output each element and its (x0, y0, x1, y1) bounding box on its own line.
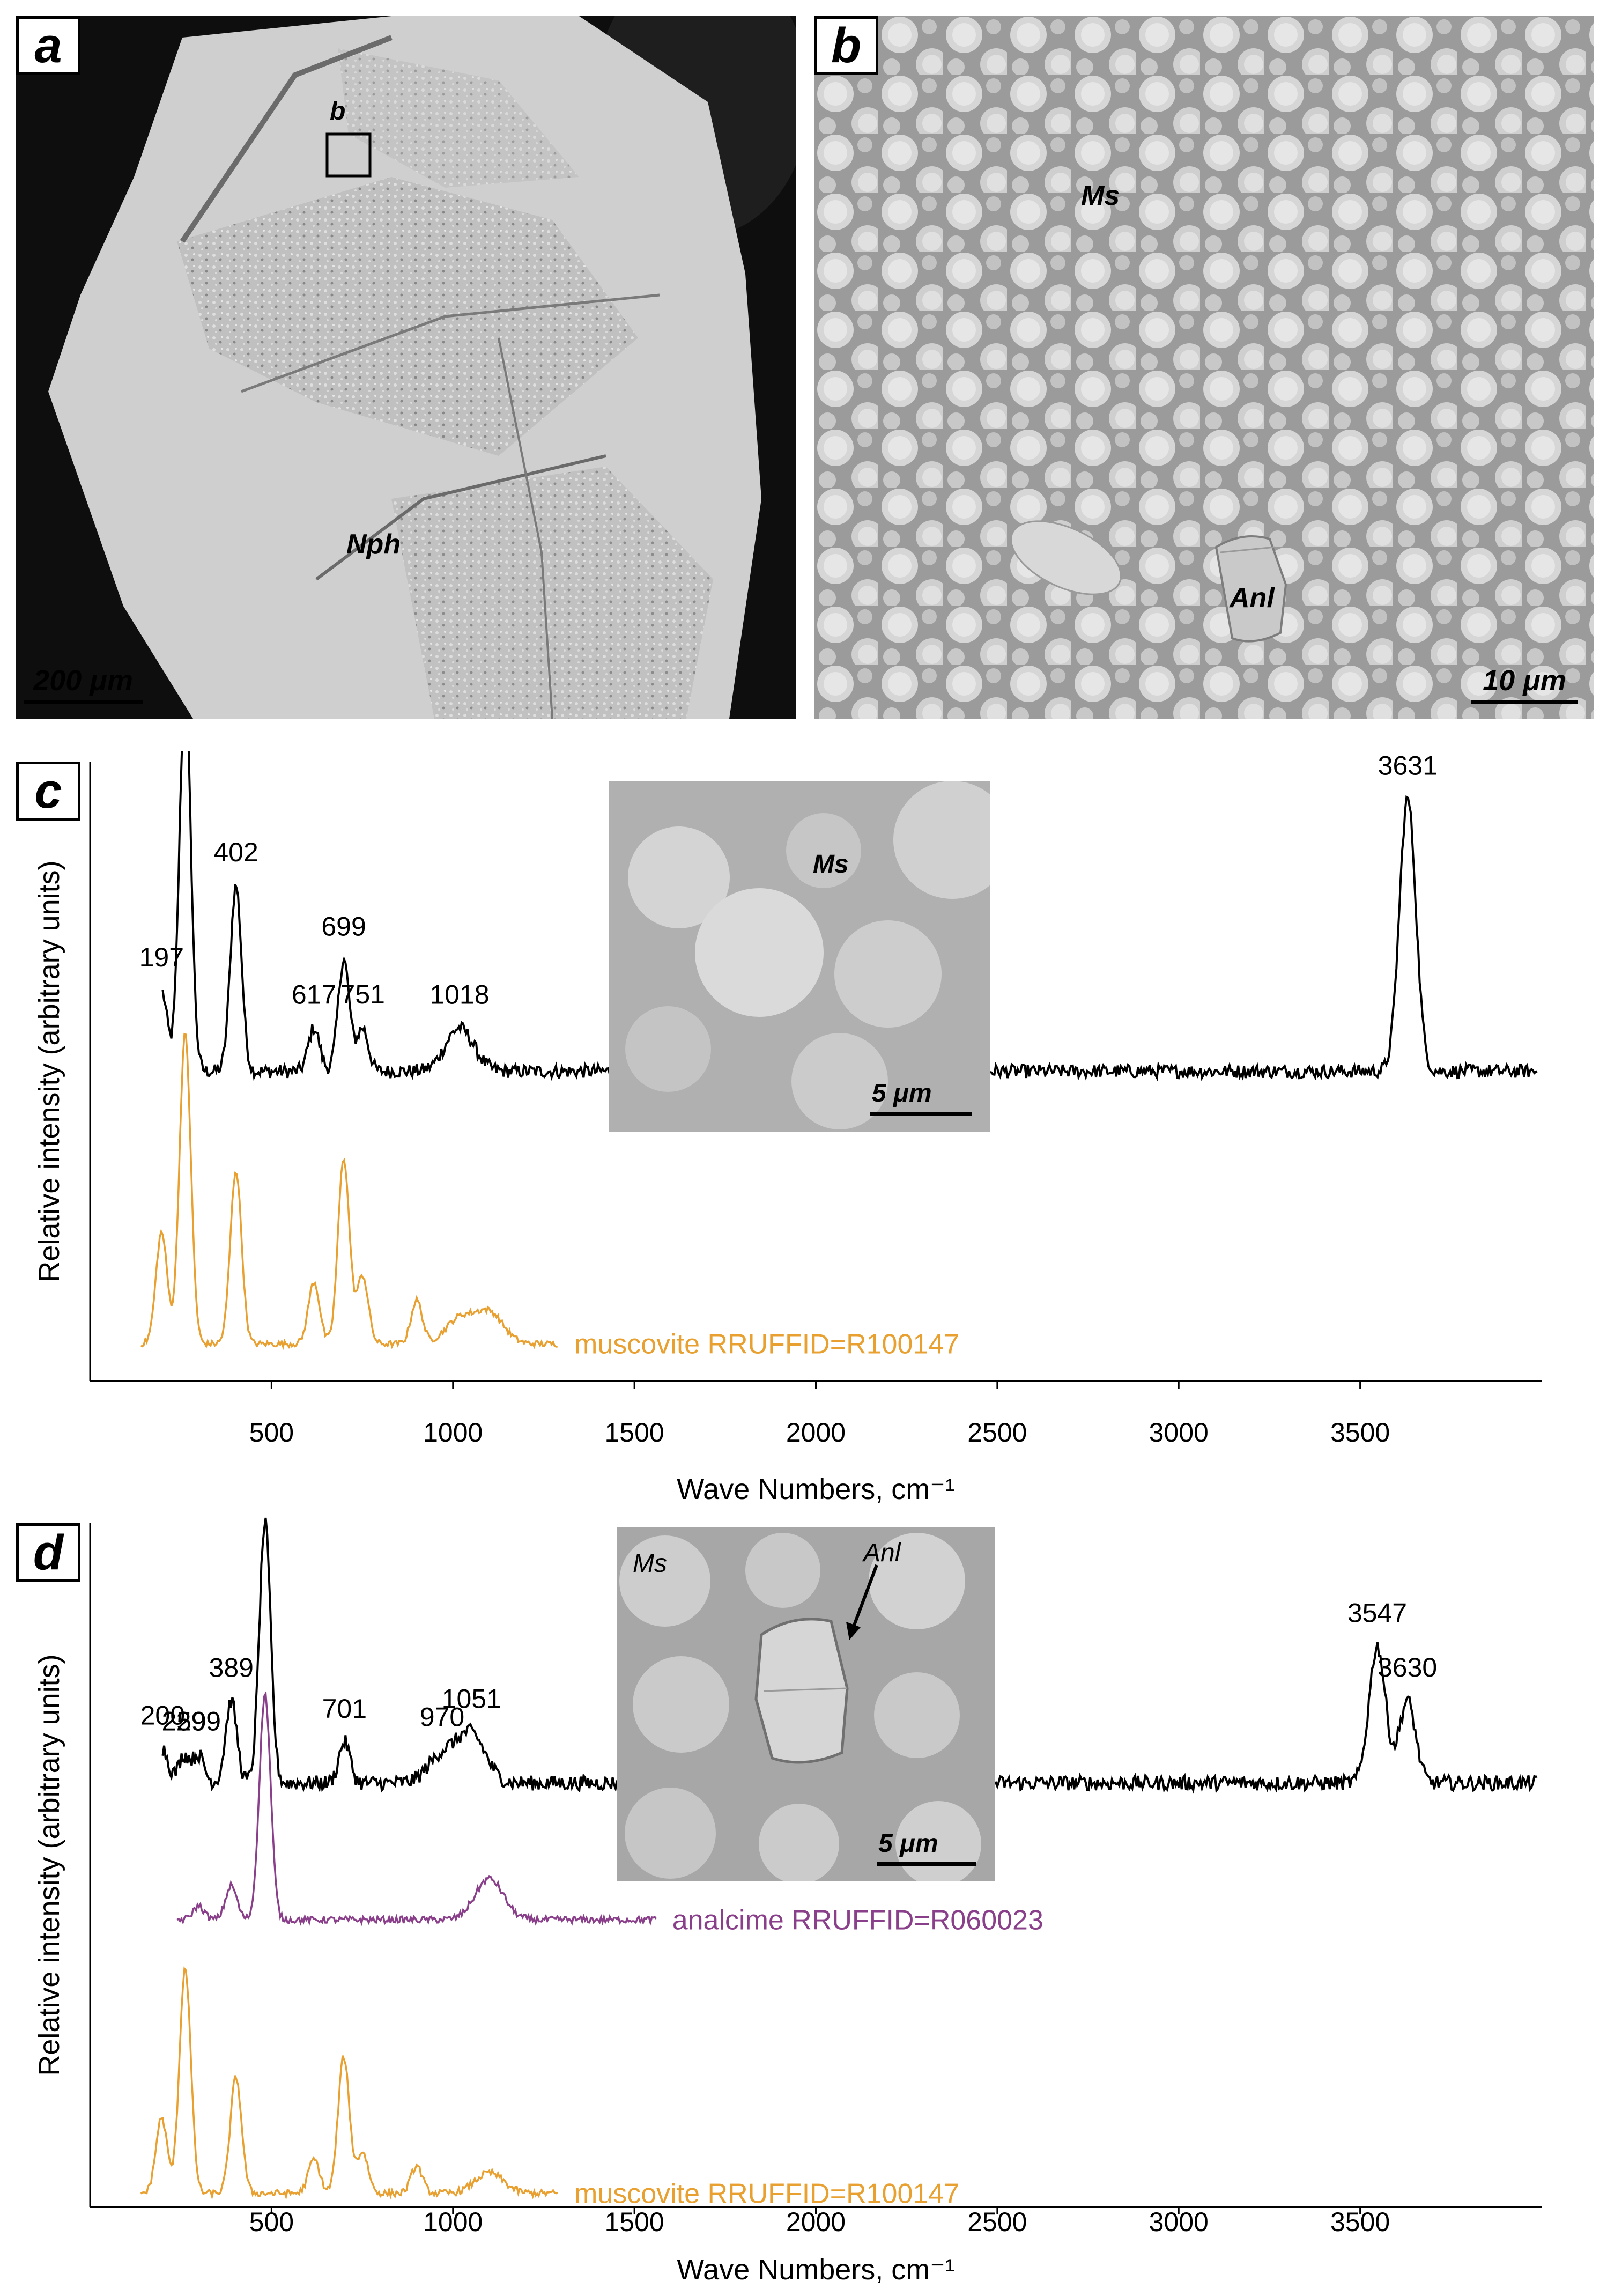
peak-label: 970 (420, 1702, 464, 1732)
label-ms-c: Ms (813, 850, 849, 878)
peak-label: 1018 (429, 980, 489, 1010)
peak-label: 197 (139, 942, 184, 972)
peak-label: 3631 (1378, 751, 1438, 780)
scale-text-b: 10 μm (1483, 665, 1566, 697)
raman-spectrum-c: 500 1000 1500 2000 2500 3000 3500 Wave Numbers,… (33, 751, 1542, 1505)
panel-letter-c: c (16, 762, 80, 821)
peak-label: 3630 (1378, 1652, 1437, 1682)
peak-label: 617 (292, 980, 336, 1010)
reference-spectrum-line (140, 1032, 558, 1350)
x-tick-label: 2500 (967, 1418, 1027, 1448)
x-tick-label: 3000 (1149, 1418, 1209, 1448)
peak-label: 389 (209, 1653, 254, 1683)
sem-image-b: b Ms Anl 10 μm (814, 16, 1594, 719)
x-tick-label: 1000 (423, 1418, 483, 1448)
peak-label: 1051 (442, 1684, 501, 1714)
scale-bar-b (1471, 700, 1578, 704)
x-tick-label: 500 (249, 1418, 294, 1448)
x-tick-label: 2500 (967, 2207, 1027, 2237)
x-tick-label: 500 (249, 2207, 294, 2237)
x-tick-label: 3500 (1330, 2207, 1390, 2237)
sem-image-a: a b Nph 200 μm (16, 16, 796, 719)
label-anl-d: Anl (863, 1539, 901, 1567)
peak-label: 699 (321, 911, 366, 941)
reference-series-name: analcime RRUFFID=R060023 (672, 1905, 1043, 1936)
label-ms-b: Ms (1081, 180, 1120, 211)
peak-label: 3547 (1347, 1598, 1407, 1628)
sem-inset-c: Ms 5 μm (609, 781, 990, 1132)
x-tick-label: 3000 (1149, 2207, 1209, 2237)
y-axis-label: Relative intensity (arbitrary units) (33, 1654, 65, 2076)
x-tick-label: 1500 (605, 1418, 664, 1448)
analcime-crystal (1214, 535, 1287, 643)
sem-photo-b (814, 16, 1594, 719)
panel-letter-d: d (16, 1523, 80, 1582)
peak-label: 200 (140, 1701, 185, 1731)
label-nph: Nph (346, 529, 401, 560)
x-tick-label: 1000 (423, 2207, 483, 2237)
scale-text-a: 200 μm (33, 665, 133, 697)
reference-series-name: muscovite RRUFFID=R100147 (574, 1329, 959, 1360)
inset-scale-text-c: 5 μm (872, 1079, 932, 1108)
x-axis-label: Wave Numbers, cm⁻¹ (677, 1473, 955, 1505)
peak-label: 402 (213, 837, 258, 867)
inset-box-b (325, 132, 372, 178)
peak-label: 259 (162, 1707, 206, 1737)
label-ms-d: Ms (633, 1549, 667, 1578)
reference-spectrum-line (176, 1690, 657, 1926)
panel-letter-b: b (814, 16, 878, 75)
x-tick-label: 1500 (605, 2207, 664, 2237)
inset-scale-text-d: 5 μm (878, 1829, 938, 1858)
sem-photo-a (16, 16, 796, 719)
reference-series-name: muscovite RRUFFID=R100147 (574, 2178, 959, 2209)
sem-inset-d: Ms Anl 5 μm (617, 1527, 995, 1881)
inset-scale-bar-d (877, 1862, 976, 1866)
label-anl-b: Anl (1230, 582, 1275, 614)
x-tick-label: 2000 (786, 2207, 846, 2237)
x-tick-label: 2000 (786, 1418, 846, 1448)
peak-label: 299 (176, 1707, 221, 1737)
label-b-box: b (330, 97, 346, 125)
inset-scale-bar-c (870, 1112, 972, 1116)
sem-inset-photo-c (609, 781, 990, 1132)
x-tick-label: 3500 (1330, 1418, 1390, 1448)
scale-bar-a (24, 700, 143, 704)
y-axis-label: Relative intensity (arbitrary units) (33, 860, 65, 1282)
peak-label: 751 (340, 979, 385, 1009)
raman-spectrum-d: 500 1000 1500 2000 2500 3000 3500 Wave Numbers,… (33, 1517, 1542, 2286)
reference-spectrum-line (140, 1966, 558, 2201)
panel-letter-a: a (16, 16, 80, 75)
peak-label: 701 (322, 1694, 367, 1724)
sem-inset-photo-d (617, 1527, 995, 1881)
x-axis-label: Wave Numbers, cm⁻¹ (677, 2254, 955, 2286)
